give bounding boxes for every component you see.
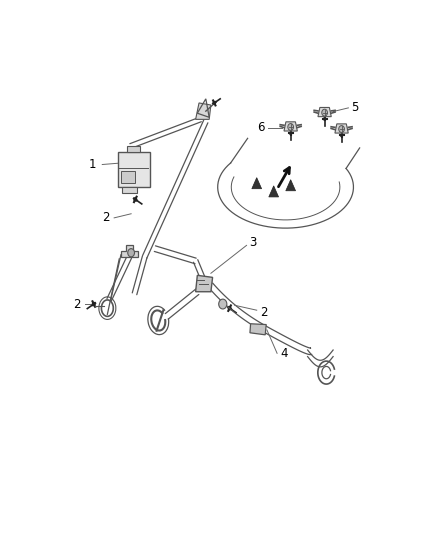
- Text: 3: 3: [250, 236, 257, 249]
- Polygon shape: [284, 122, 297, 131]
- Polygon shape: [127, 146, 140, 152]
- Text: 4: 4: [280, 347, 288, 360]
- Circle shape: [128, 248, 134, 257]
- Polygon shape: [121, 245, 138, 257]
- Polygon shape: [122, 187, 137, 193]
- Polygon shape: [252, 177, 261, 189]
- Polygon shape: [269, 186, 279, 197]
- Text: 6: 6: [258, 121, 265, 134]
- Text: 1: 1: [88, 158, 96, 171]
- Text: 2: 2: [260, 306, 267, 319]
- Circle shape: [339, 126, 344, 133]
- Text: 5: 5: [351, 101, 359, 114]
- Circle shape: [322, 109, 328, 116]
- Polygon shape: [196, 276, 212, 292]
- Polygon shape: [121, 171, 134, 183]
- Polygon shape: [117, 152, 150, 187]
- Circle shape: [288, 124, 293, 131]
- Polygon shape: [196, 103, 211, 119]
- Text: 2: 2: [102, 212, 110, 224]
- Text: 2: 2: [73, 297, 81, 311]
- Circle shape: [219, 299, 227, 309]
- Polygon shape: [318, 108, 331, 117]
- Polygon shape: [335, 124, 348, 133]
- Polygon shape: [250, 324, 266, 335]
- Polygon shape: [286, 180, 296, 191]
